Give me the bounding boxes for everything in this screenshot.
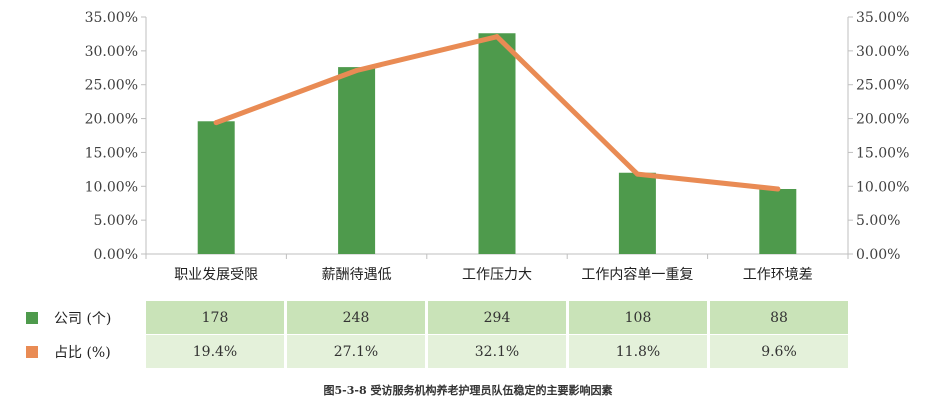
table-legend-ratio: 占比 (%): [26, 335, 111, 368]
x-tick-label: 工作环境差: [743, 267, 813, 283]
y-tick-label-left: 25.00%: [85, 78, 138, 94]
y-tick-label-right: 10.00%: [856, 179, 909, 195]
chart-bars: [197, 33, 797, 254]
table-legend-company: 公司 (个): [26, 301, 111, 334]
table-cell: 178: [146, 301, 284, 334]
table-row-label: 占比 (%): [54, 344, 111, 361]
x-tick-label: 薪酬待遇低: [322, 267, 392, 283]
table-cell: 19.4%: [146, 335, 284, 368]
y-tick-label-left: 5.00%: [94, 213, 138, 229]
x-tick-label: 工作内容单一重复: [581, 266, 693, 283]
bar: [197, 121, 235, 254]
table-cell: 88: [710, 301, 848, 334]
line-point: [775, 186, 781, 192]
chart-line: [213, 34, 781, 192]
line-point: [634, 171, 640, 177]
bar: [338, 67, 376, 254]
chart-labels: 0.00% 0.00% 5.00% 5.00% 10.00% 10.00% 15.00% 15…: [85, 10, 910, 283]
table-cell: 108: [569, 301, 707, 334]
table-cell: 32.1%: [428, 335, 566, 368]
table-cell: 11.8%: [569, 335, 707, 368]
x-tick-label: 职业发展受限: [174, 267, 258, 283]
y-tick-label-right: 35.00%: [856, 10, 909, 26]
line-point: [494, 34, 500, 40]
bar: [478, 33, 516, 254]
table-cell: 294: [428, 301, 566, 334]
line-point: [213, 120, 219, 126]
table-row-label: 公司 (个): [54, 310, 112, 327]
y-tick-label-left: 35.00%: [85, 10, 138, 26]
x-tick-label: 工作压力大: [462, 267, 532, 283]
y-tick-label-right: 15.00%: [856, 145, 909, 161]
table-cell: 9.6%: [710, 335, 848, 368]
bar: [759, 188, 797, 254]
y-tick-label-right: 0.00%: [856, 247, 900, 263]
legend-swatch-company: [26, 311, 38, 324]
chart: 0.00% 0.00% 5.00% 5.00% 10.00% 10.00% 15.00% 15…: [85, 10, 910, 283]
y-tick-label-right: 30.00%: [856, 44, 909, 60]
figure-caption: 图5-3-8 受访服务机构养老护理员队伍稳定的主要影响因素: [323, 384, 613, 397]
table-cell: 248: [287, 301, 425, 334]
legend-swatch-ratio: [26, 345, 38, 358]
line-point: [354, 67, 360, 73]
bar: [618, 172, 656, 254]
y-tick-label-right: 20.00%: [856, 112, 909, 128]
y-tick-label-right: 5.00%: [856, 213, 900, 229]
y-tick-label-left: 20.00%: [85, 112, 138, 128]
y-tick-label-left: 30.00%: [85, 44, 138, 60]
y-tick-label-left: 0.00%: [94, 247, 138, 263]
y-tick-label-right: 25.00%: [856, 78, 909, 94]
y-tick-label-left: 15.00%: [85, 145, 138, 161]
table-cell: 27.1%: [287, 335, 425, 368]
y-tick-label-left: 10.00%: [85, 179, 138, 195]
